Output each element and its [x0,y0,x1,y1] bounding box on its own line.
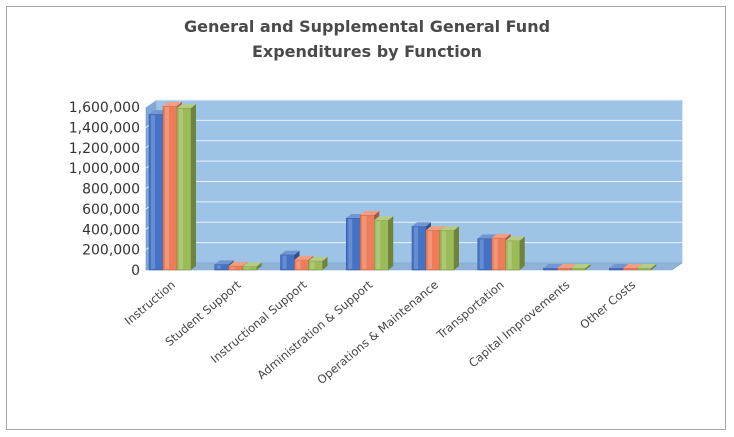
x-tick-label: Operations & Maintenance [314,278,441,387]
y-tick-label: 1,000,000 [69,161,140,177]
bar [374,216,394,271]
y-tick-label: 400,000 [82,222,140,238]
x-tick-label: Transportation [433,278,506,343]
x-tick-label: Instruction [122,278,178,328]
y-axis: 0 200,000 400,000 600,000 800,000 1,000,000 1,… [69,100,140,279]
gridline [145,99,682,108]
y-tick-label: 600,000 [82,202,140,218]
y-tick-label: 1,600,000 [69,100,140,116]
chart-title-line-1: General and Supplemental General Fund [183,17,551,36]
chart-title-line-2: Expenditures by Function [251,42,483,61]
bar [308,256,328,271]
bar [176,104,196,271]
x-tick-label: Administration & Support [254,277,375,382]
y-tick-label: 1,400,000 [69,120,140,136]
bar [637,264,657,271]
y-tick-label: 0 [131,263,140,279]
y-tick-label: 1,200,000 [69,141,140,157]
bar [571,264,591,271]
chart-title: General and Supplemental General Fund Ex… [0,14,734,64]
y-tick-label: 800,000 [82,182,140,198]
y-tick-label: 200,000 [82,243,140,259]
bar [505,236,525,271]
bar [439,226,459,271]
x-tick-label: Other Costs [577,278,638,332]
bar [242,262,262,271]
chart-bars [148,101,657,271]
